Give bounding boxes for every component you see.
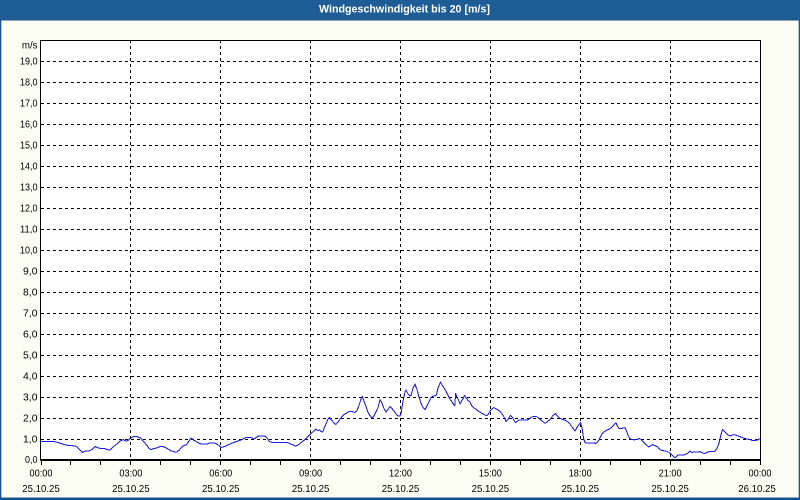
svg-text:06:00: 06:00	[209, 468, 232, 480]
svg-text:25.10.25: 25.10.25	[472, 483, 510, 495]
svg-text:5,0: 5,0	[23, 350, 38, 362]
svg-text:7,0: 7,0	[23, 308, 38, 320]
svg-text:00:00: 00:00	[749, 468, 772, 480]
svg-text:14,0: 14,0	[20, 161, 38, 173]
svg-text:6,0: 6,0	[23, 329, 38, 341]
svg-text:18:00: 18:00	[569, 468, 592, 480]
svg-text:17,0: 17,0	[20, 98, 38, 110]
svg-text:m/s: m/s	[22, 40, 38, 52]
svg-text:25.10.25: 25.10.25	[382, 483, 420, 495]
svg-text:21:00: 21:00	[659, 468, 682, 480]
svg-text:25.10.25: 25.10.25	[651, 483, 689, 495]
svg-text:25.10.25: 25.10.25	[22, 483, 60, 495]
svg-text:11,0: 11,0	[20, 224, 38, 236]
svg-text:19,0: 19,0	[20, 56, 38, 68]
svg-text:9,0: 9,0	[23, 266, 38, 278]
svg-text:2,0: 2,0	[23, 413, 38, 425]
svg-text:03:00: 03:00	[119, 468, 142, 480]
svg-text:13,0: 13,0	[20, 182, 38, 194]
svg-text:25.10.25: 25.10.25	[202, 483, 240, 495]
svg-text:25.10.25: 25.10.25	[292, 483, 330, 495]
svg-text:15,0: 15,0	[20, 140, 38, 152]
svg-text:4,0: 4,0	[23, 371, 38, 383]
svg-text:3,0: 3,0	[23, 392, 38, 404]
svg-text:12,0: 12,0	[20, 203, 38, 215]
svg-text:16,0: 16,0	[20, 119, 38, 131]
svg-text:Windgeschwindigkeit bis 20 [m/: Windgeschwindigkeit bis 20 [m/s]	[319, 4, 490, 16]
svg-text:12:00: 12:00	[389, 468, 412, 480]
svg-text:00:00: 00:00	[30, 468, 53, 480]
svg-text:18,0: 18,0	[20, 77, 38, 89]
svg-text:09:00: 09:00	[299, 468, 322, 480]
svg-text:1,0: 1,0	[23, 434, 38, 446]
svg-text:8,0: 8,0	[23, 287, 38, 299]
svg-text:25.10.25: 25.10.25	[561, 483, 599, 495]
svg-text:15:00: 15:00	[479, 468, 502, 480]
svg-text:26.10.25: 26.10.25	[738, 483, 776, 495]
svg-text:0,0: 0,0	[25, 454, 38, 466]
svg-text:25.10.25: 25.10.25	[112, 483, 150, 495]
svg-text:10,0: 10,0	[20, 245, 38, 257]
